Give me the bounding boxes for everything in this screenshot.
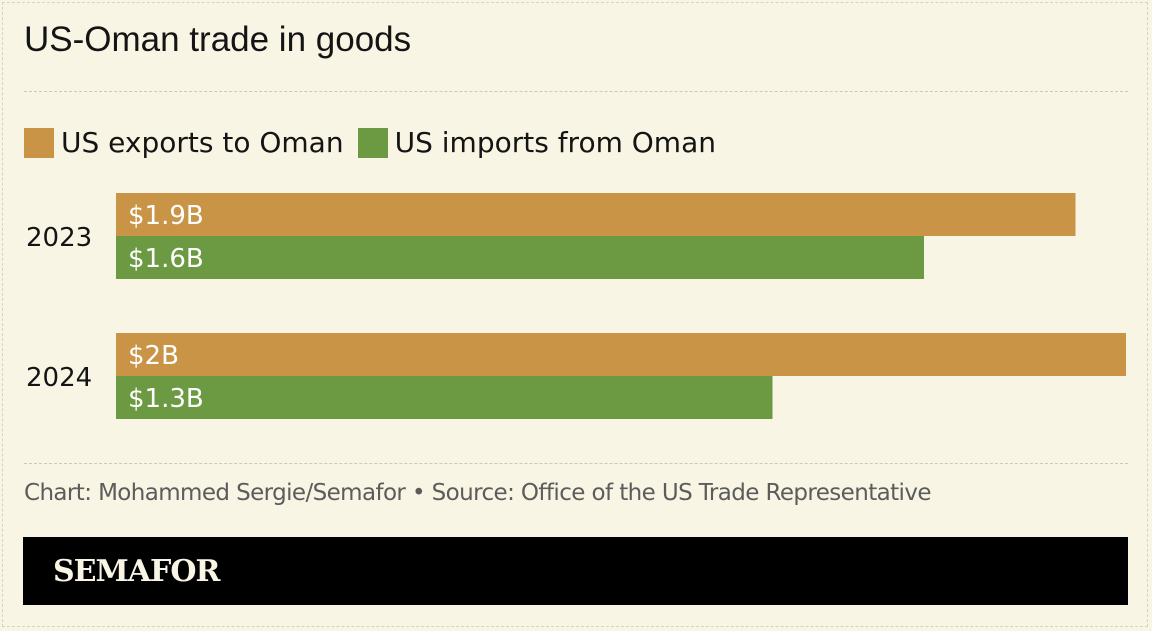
legend-item-imports: US imports from Oman	[357, 126, 716, 159]
chart-title: US-Oman trade in goods	[24, 20, 412, 59]
legend-swatch-exports	[24, 127, 54, 158]
legend: US exports to Oman US imports from Oman	[24, 126, 730, 159]
legend-label-exports: US exports to Oman	[61, 126, 344, 159]
source-note: Chart: Mohammed Sergie/Semafor • Source:…	[24, 480, 931, 506]
bar-chart: 2023 $1.9B $1.6B 2024 $2B $1.3B	[26, 193, 1126, 419]
data-label-imports-2024: $1.3B	[128, 384, 204, 414]
divider-bottom	[24, 463, 1128, 464]
data-label-imports-2023: $1.6B	[128, 244, 204, 274]
legend-swatch-imports	[357, 127, 388, 158]
brand-logo: SEMAFOR	[53, 554, 220, 589]
bar-imports-2023	[116, 236, 924, 279]
bar-exports-2024	[116, 333, 1126, 376]
bar-imports-2024	[116, 376, 773, 419]
legend-item-exports: US exports to Oman	[24, 126, 344, 159]
divider-top	[24, 91, 1128, 92]
category-label-2024: 2024	[26, 363, 92, 393]
legend-label-imports: US imports from Oman	[394, 126, 716, 159]
data-label-exports-2023: $1.9B	[128, 201, 204, 231]
bar-exports-2023	[116, 193, 1076, 236]
brand-bar: SEMAFOR	[23, 537, 1128, 605]
category-label-2023: 2023	[26, 223, 92, 253]
data-label-exports-2024: $2B	[128, 341, 179, 371]
